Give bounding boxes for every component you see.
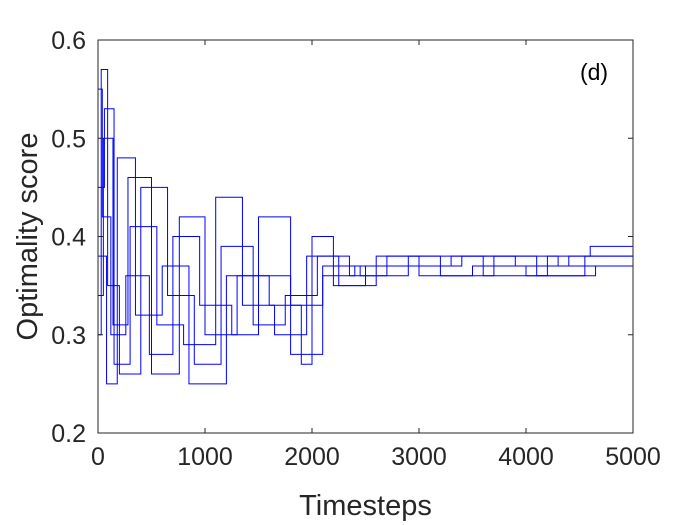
- y-tick-label: 0.6: [51, 27, 86, 55]
- x-tick-label: 1000: [177, 443, 233, 471]
- series-line-1: [98, 88, 633, 355]
- series-line-4: [98, 157, 634, 385]
- series-line-5: [98, 137, 634, 375]
- y-tick-label: 0.3: [51, 322, 86, 350]
- x-tick-label: 5000: [605, 443, 661, 471]
- series-lines: [98, 68, 634, 385]
- series-line-2: [98, 108, 634, 365]
- x-axis: 0 1000 2000 3000 4000 5000: [91, 40, 661, 471]
- y-tick-label: 0.5: [51, 125, 86, 153]
- x-tick-label: 4000: [498, 443, 554, 471]
- series-line-3: [98, 68, 634, 375]
- y-axis: 0.2 0.3 0.4 0.5 0.6: [51, 27, 633, 448]
- x-axis-label: Timesteps: [299, 490, 432, 522]
- y-tick-label: 0.2: [51, 420, 86, 448]
- x-tick-label: 3000: [391, 443, 447, 471]
- x-tick-label: 0: [91, 443, 105, 471]
- y-axis-label: Optimality score: [12, 133, 44, 341]
- panel-label: (d): [580, 59, 608, 85]
- y-tick-label: 0.4: [51, 224, 86, 252]
- x-tick-label: 2000: [284, 443, 340, 471]
